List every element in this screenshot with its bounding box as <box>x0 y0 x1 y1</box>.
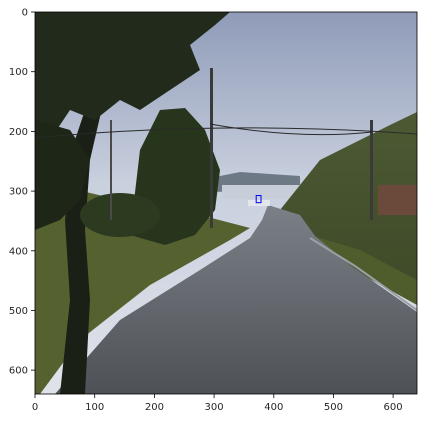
axes-frame <box>34 11 418 395</box>
tree-canopy-lower <box>35 120 90 230</box>
x-tick-label: 0 <box>32 402 38 413</box>
bush <box>80 193 160 237</box>
power-line <box>209 123 373 136</box>
y-tick-label: 600 <box>9 366 28 377</box>
y-tick-label: 100 <box>9 67 28 78</box>
power-line <box>35 127 417 139</box>
utility-pole <box>370 120 373 220</box>
x-tick-label: 100 <box>85 402 104 413</box>
y-tick-label: 300 <box>9 187 28 198</box>
x-tick-label: 600 <box>384 402 403 413</box>
utility-pole <box>210 68 213 228</box>
x-tick-label: 300 <box>205 402 224 413</box>
tree-trunk <box>60 40 130 394</box>
annotation-box <box>255 195 262 204</box>
tree-canopy <box>35 12 230 150</box>
x-tick-label: 400 <box>264 402 283 413</box>
x-tick-label: 500 <box>324 402 343 413</box>
photo <box>35 12 417 394</box>
y-tick-label: 200 <box>9 127 28 138</box>
road <box>55 205 417 394</box>
y-tick-label: 0 <box>22 8 28 19</box>
right-hill <box>280 112 417 290</box>
y-axis: 0 100 200 300 400 500 600 <box>9 8 35 377</box>
y-tick-label: 500 <box>9 306 28 317</box>
left-grass <box>35 180 250 394</box>
ocean <box>222 185 302 199</box>
curb <box>309 237 417 311</box>
x-axis: 0 100 200 300 400 500 600 <box>32 394 403 413</box>
x-tick-label: 200 <box>145 402 164 413</box>
utility-pole <box>110 120 112 220</box>
building <box>378 185 417 215</box>
y-tick-label: 400 <box>9 246 28 257</box>
